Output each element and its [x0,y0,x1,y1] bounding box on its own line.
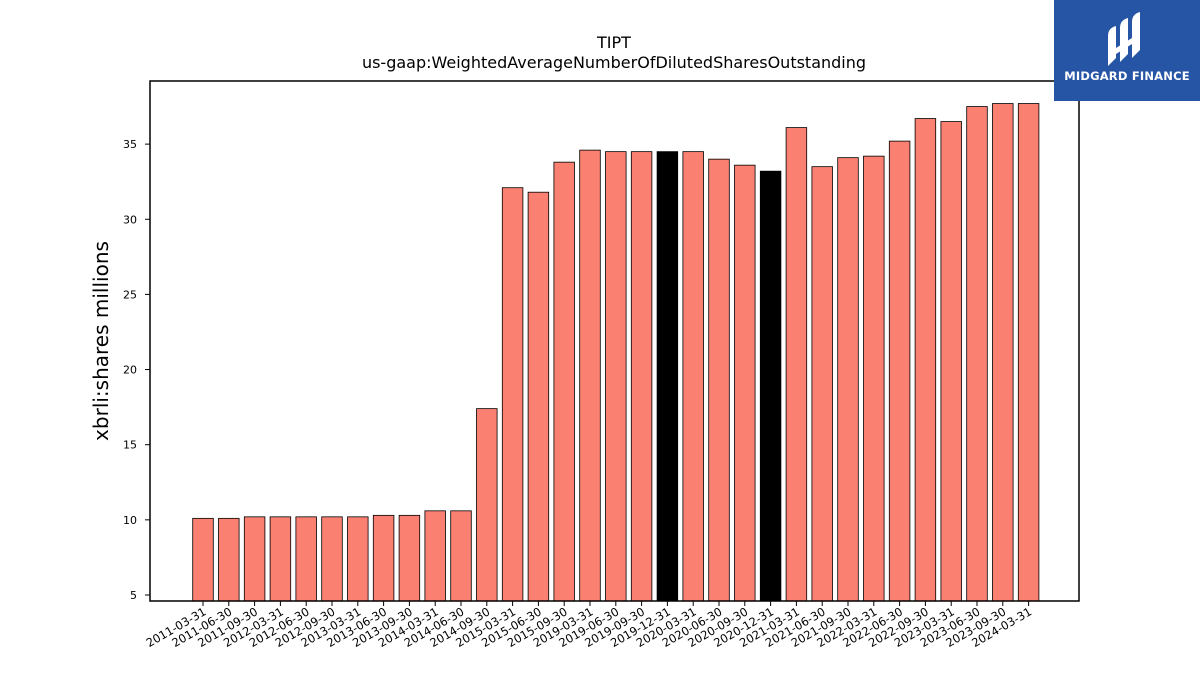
y-tick-label: 30 [123,213,137,226]
bar-2023-09-30 [992,103,1014,602]
bar-2019-03-31 [579,149,601,602]
x-axis-ticks: 2011-03-312011-06-302011-09-302012-03-31… [144,601,1034,650]
y-tick-label: 15 [123,439,137,452]
bar-2024-03-31 [1017,103,1040,602]
y-tick-label: 25 [123,288,137,301]
y-tick-label: 5 [130,589,137,602]
y-axis-ticks: 5 10 15 20 25 30 35 [123,138,150,602]
bar-2014-06-30 [450,510,472,602]
chart-subtitle: us-gaap:WeightedAverageNumberOfDilutedSh… [362,53,866,72]
plot-frame [149,80,1080,602]
bar-2011-06-30 [218,517,240,602]
bar-2019-12-31 [656,151,679,602]
bar-2019-06-30 [605,151,627,602]
y-tick-label: 20 [123,364,137,377]
bar-2020-06-30 [708,158,730,602]
bar-2013-03-31 [347,516,369,602]
bar-2023-06-30 [966,106,988,602]
bar-2012-06-30 [295,516,317,602]
bar-2020-12-31 [759,170,782,602]
bar-2013-06-30 [372,514,395,602]
bar-2011-03-31 [192,517,214,602]
bar-2015-06-30 [527,191,550,602]
logo-mark-icon [1108,12,1140,66]
bar-2015-09-30 [553,161,575,602]
y-tick-label: 10 [123,514,137,527]
chart-title: TIPT [596,33,631,52]
bar-2020-09-30 [734,164,756,602]
bar-2019-09-30 [630,151,653,602]
bar-2014-09-30 [476,408,498,602]
bar-2013-09-30 [398,514,421,602]
bar-2023-03-31 [940,121,962,602]
bar-2012-03-31 [269,516,292,602]
bar-2021-03-31 [785,127,808,602]
bar-2022-03-31 [863,155,885,602]
bar-2012-09-30 [321,516,343,602]
bar-2015-03-31 [501,187,524,602]
y-axis-label: xbrli:shares millions [89,241,113,441]
bar-2021-06-30 [811,166,833,602]
bar-2022-06-30 [888,140,911,602]
bar-2021-09-30 [837,157,859,602]
bar-2014-03-31 [424,510,446,602]
bars-group [192,103,1040,602]
bar-2011-09-30 [243,516,266,602]
y-tick-label: 35 [123,138,137,151]
midgard-finance-logo: MIDGARD FINANCE [1054,0,1200,101]
bar-2020-03-31 [682,151,704,602]
logo-text: MIDGARD FINANCE [1064,69,1190,83]
bar-2022-09-30 [914,118,937,602]
